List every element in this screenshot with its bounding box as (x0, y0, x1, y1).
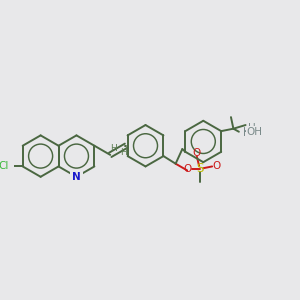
Text: H: H (243, 128, 250, 138)
Text: S: S (196, 162, 204, 176)
Text: H: H (248, 123, 256, 133)
Text: H: H (243, 128, 250, 138)
Text: OH: OH (247, 127, 262, 137)
Text: H: H (110, 144, 117, 153)
Text: N: N (72, 172, 81, 182)
Text: O: O (193, 148, 201, 158)
Text: H: H (120, 148, 126, 157)
Text: Cl: Cl (0, 161, 8, 171)
Text: H: H (242, 127, 250, 137)
Text: O: O (212, 161, 220, 171)
Text: O: O (183, 164, 191, 174)
